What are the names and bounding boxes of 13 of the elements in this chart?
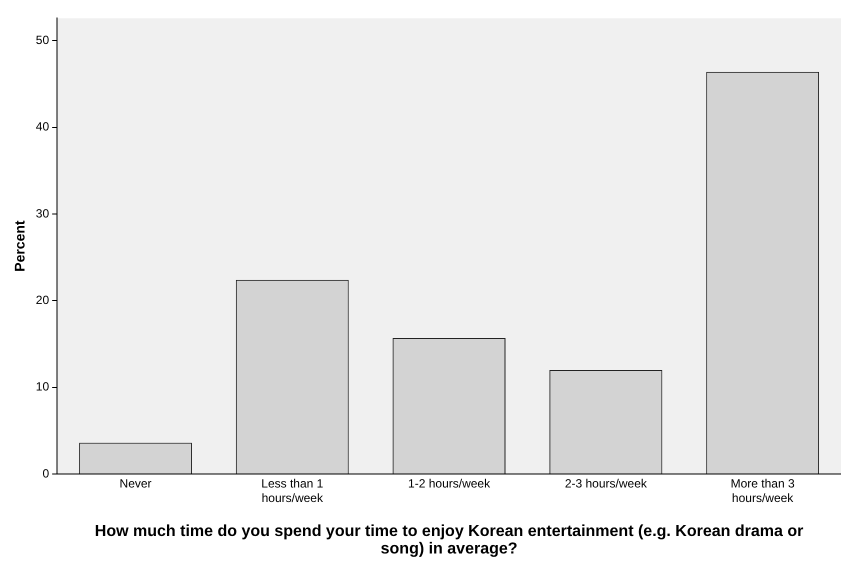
x-tick-label: Less than 1 hours/week — [261, 476, 324, 505]
y-tick-label: 30 — [36, 206, 50, 220]
x-axis-title: How much time do you spend your time to enjoy Korean entertainment (e.g. Korean drama or song) in average? — [94, 523, 804, 558]
x-tick-label: 1-2 hours/week — [408, 476, 492, 491]
y-axis-title: Percent — [11, 220, 28, 272]
x-tick-label: 2-3 hours/week — [564, 476, 648, 491]
y-tick-label: 10 — [36, 380, 50, 394]
y-tick-label: 20 — [36, 293, 50, 308]
y-tick-label: 0 — [42, 466, 50, 480]
y-tick-label: 50 — [36, 33, 50, 48]
y-tick-label: 40 — [36, 120, 50, 134]
x-tick-label: Never — [120, 476, 152, 491]
x-tick-label: More than 3 hours/week — [730, 476, 795, 505]
